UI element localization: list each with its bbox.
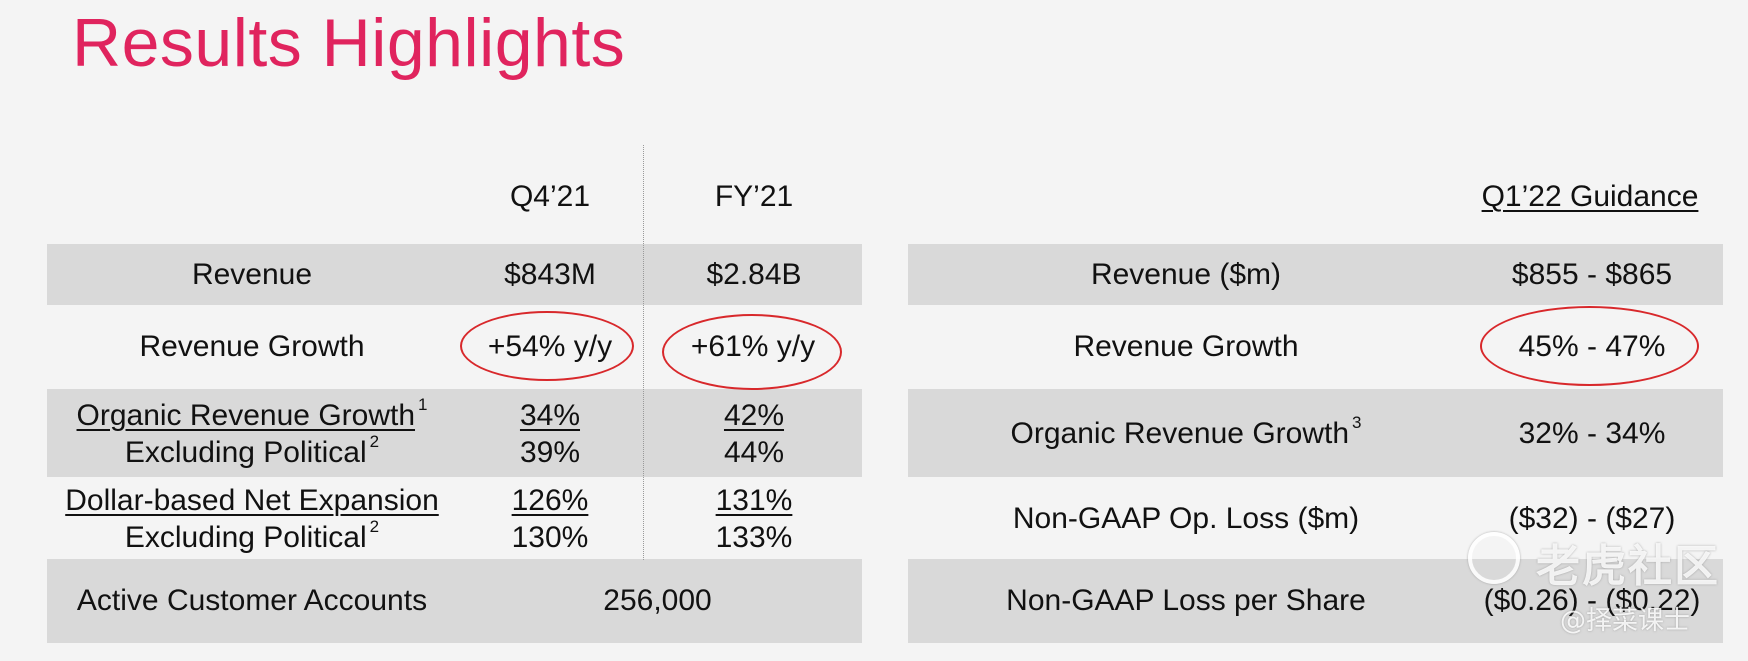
dbne-fy-cell: 131% 133%	[668, 478, 840, 560]
dbne-label-cell: Dollar-based Net Expansion Excluding Pol…	[47, 478, 457, 560]
guidance-organic-value: 32% - 34%	[1518, 417, 1666, 451]
right-band-revenue	[908, 244, 1723, 305]
highlight-circle-guidance-growth	[1480, 306, 1699, 386]
dbne-fy: 131%	[715, 483, 793, 517]
organic-fy-excl: 44%	[723, 436, 785, 469]
dbne-q4: 126%	[511, 483, 589, 517]
guidance-header: Q1’22 Guidance	[1481, 180, 1699, 214]
highlight-circle-q4-growth	[460, 311, 634, 381]
guidance-op-loss-value: ($32) - ($27)	[1508, 502, 1676, 536]
revenue-fy: $2.84B	[706, 257, 802, 291]
footnote-2: 2	[369, 432, 380, 451]
organic-q4-cell: 34% 39%	[470, 392, 630, 476]
guidance-revenue-value: $855 - $865	[1511, 257, 1673, 291]
excluding-political-label: Excluding Political 2	[124, 432, 380, 469]
organic-fy-cell: 42% 44%	[668, 392, 840, 476]
page-title: Results Highlights	[72, 5, 626, 81]
organic-q4: 34%	[519, 398, 581, 432]
organic-revenue-growth-label: Organic Revenue Growth 1	[76, 394, 428, 432]
guidance-growth-label: Revenue Growth	[1073, 330, 1299, 364]
header-fy-21: FY’21	[714, 180, 794, 214]
highlight-circle-fy-growth	[662, 314, 842, 390]
footnote-1: 1	[418, 394, 428, 414]
dbne-fy-excl: 133%	[715, 521, 793, 554]
guidance-eps-label: Non-GAAP Loss per Share	[1006, 584, 1366, 618]
dbne-q4-cell: 126% 130%	[470, 478, 630, 560]
dbne-q4-excl: 130%	[511, 521, 589, 554]
left-band-organic	[47, 389, 862, 477]
footnote-2b: 2	[369, 517, 380, 536]
header-q4-21: Q4’21	[509, 180, 591, 214]
dbne-label: Dollar-based Net Expansion	[65, 483, 439, 517]
left-band-revenue	[47, 244, 862, 305]
guidance-organic-label-cell: Organic Revenue Growth 3	[980, 392, 1392, 476]
guidance-eps-value: ($0.26) - ($0.22)	[1483, 584, 1701, 618]
revenue-label: Revenue	[191, 257, 313, 291]
organic-fy: 42%	[723, 398, 785, 432]
watermark-logo-icon	[1468, 532, 1520, 584]
guidance-revenue-label: Revenue ($m)	[1090, 257, 1282, 291]
watermark-text: 老虎社区	[1536, 541, 1720, 592]
guidance-organic-label: Organic Revenue Growth 3	[1010, 413, 1362, 451]
accounts-label: Active Customer Accounts	[76, 584, 428, 618]
accounts-value: 256,000	[603, 584, 712, 618]
left-band-accounts	[47, 559, 862, 643]
revenue-q4: $843M	[504, 257, 596, 291]
right-band-eps	[908, 559, 1723, 643]
guidance-op-loss-label: Non-GAAP Op. Loss ($m)	[1012, 502, 1360, 536]
footnote-3: 3	[1352, 413, 1362, 433]
watermark-subtext: @择菜课士	[1560, 606, 1691, 636]
right-band-organic	[908, 389, 1723, 477]
organic-label-cell: Organic Revenue Growth 1 Excluding Politi…	[47, 392, 457, 476]
revenue-growth-label: Revenue Growth	[139, 330, 365, 364]
column-divider	[643, 145, 644, 560]
organic-q4-excl: 39%	[519, 436, 581, 469]
dbne-excluding-political-label: Excluding Political 2	[124, 517, 380, 554]
